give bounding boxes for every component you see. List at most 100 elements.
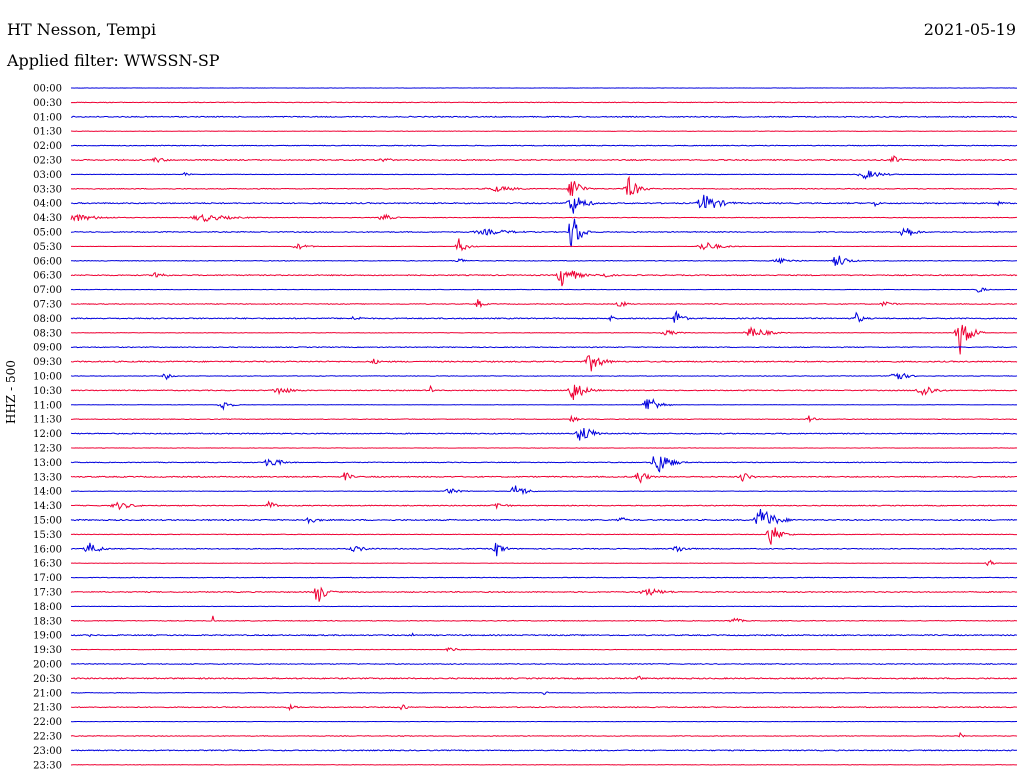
time-tick-label: 23:00 [33, 746, 62, 757]
trace-line [70, 731, 1018, 738]
trace-line [70, 615, 1018, 623]
trace-line [70, 287, 1018, 293]
trace-1130: 11:30 [33, 414, 1018, 426]
trace-line [70, 346, 1018, 349]
trace-line [70, 414, 1018, 423]
date-label: 2021-05-19 [923, 20, 1016, 39]
time-tick-label: 12:30 [33, 444, 62, 455]
time-tick-label: 21:00 [33, 688, 62, 699]
trace-2130: 21:30 [33, 703, 1018, 714]
time-tick-label: 03:00 [33, 170, 62, 181]
trace-line [70, 542, 1018, 557]
time-tick-label: 07:00 [33, 285, 62, 296]
trace-2330: 23:30 [33, 760, 1018, 771]
trace-0800: 08:00 [33, 309, 1018, 325]
trace-1030: 10:30 [33, 384, 1018, 400]
trace-line [70, 144, 1018, 147]
time-tick-label: 08:30 [33, 328, 62, 339]
time-tick-label: 12:00 [33, 429, 62, 440]
trace-2230: 22:30 [33, 731, 1018, 743]
trace-1000: 10:00 [33, 372, 1018, 383]
time-tick-label: 02:30 [33, 156, 62, 167]
trace-0200: 02:00 [33, 141, 1018, 152]
trace-1730: 17:30 [33, 586, 1018, 602]
time-tick-label: 07:30 [33, 300, 62, 311]
time-tick-label: 19:30 [33, 645, 62, 656]
trace-1200: 12:00 [33, 427, 1018, 441]
filter-label: Applied filter: WWSSN-SP [7, 51, 220, 70]
trace-1430: 14:30 [33, 500, 1018, 512]
trace-2200: 22:00 [33, 717, 1018, 728]
trace-0600: 06:00 [33, 255, 1018, 267]
trace-1330: 13:30 [33, 472, 1018, 484]
trace-line [70, 175, 1018, 196]
trace-line [70, 586, 1018, 602]
trace-0730: 07:30 [33, 299, 1018, 311]
time-tick-label: 23:30 [33, 760, 62, 771]
trace-1600: 16:00 [33, 542, 1018, 557]
time-tick-label: 13:30 [33, 472, 62, 483]
trace-line [70, 355, 1018, 372]
trace-0030: 00:30 [33, 98, 1018, 109]
trace-line [70, 647, 1018, 652]
trace-1500: 15:00 [33, 509, 1018, 527]
trace-0830: 08:30 [33, 324, 1018, 355]
time-tick-label: 03:30 [33, 184, 62, 195]
trace-line [70, 299, 1018, 309]
time-tick-label: 02:00 [33, 141, 62, 152]
trace-line [70, 238, 1018, 252]
time-tick-label: 15:30 [33, 530, 62, 541]
trace-0500: 05:00 [33, 218, 1018, 248]
time-tick-label: 10:30 [33, 386, 62, 397]
trace-0630: 06:30 [33, 270, 1018, 287]
trace-1400: 14:00 [33, 485, 1018, 498]
trace-1100: 11:00 [33, 397, 1018, 411]
trace-0700: 07:00 [33, 285, 1018, 296]
trace-line [70, 101, 1018, 104]
trace-0000: 00:00 [33, 84, 1018, 95]
trace-line [70, 559, 1018, 567]
time-tick-label: 18:00 [33, 602, 62, 613]
trace-line [70, 427, 1018, 441]
trace-1930: 19:30 [33, 645, 1018, 656]
time-tick-label: 13:00 [33, 458, 62, 469]
trace-0430: 04:30 [33, 213, 1018, 224]
time-tick-label: 16:30 [33, 559, 62, 570]
trace-line [70, 194, 1018, 214]
time-tick-label: 22:30 [33, 732, 62, 743]
trace-line [70, 384, 1018, 400]
trace-line [70, 270, 1018, 287]
trace-1630: 16:30 [33, 559, 1018, 570]
time-tick-label: 17:30 [33, 588, 62, 599]
trace-line [70, 663, 1018, 665]
time-tick-label: 06:00 [33, 256, 62, 267]
trace-line [70, 703, 1018, 712]
time-tick-label: 06:30 [33, 271, 62, 282]
trace-line [70, 255, 1018, 266]
time-tick-label: 20:00 [33, 660, 62, 671]
trace-2300: 23:00 [33, 746, 1018, 757]
trace-0330: 03:30 [33, 175, 1018, 196]
trace-line [70, 155, 1018, 164]
trace-0230: 02:30 [33, 155, 1018, 167]
trace-1300: 13:00 [33, 456, 1018, 473]
trace-1700: 17:00 [33, 573, 1018, 584]
time-tick-label: 09:00 [33, 343, 62, 354]
time-tick-label: 05:30 [33, 242, 62, 253]
trace-0300: 03:00 [33, 170, 1018, 181]
trace-line [70, 509, 1018, 525]
time-tick-label: 11:30 [33, 415, 62, 426]
trace-line [70, 472, 1018, 484]
time-tick-label: 04:30 [33, 213, 62, 224]
trace-1800: 18:00 [33, 602, 1018, 613]
time-tick-label: 10:00 [33, 372, 62, 383]
trace-2030: 20:30 [33, 674, 1018, 685]
trace-line [70, 691, 1018, 696]
time-tick-label: 14:00 [33, 487, 62, 498]
trace-1230: 12:30 [33, 444, 1018, 455]
trace-line [70, 213, 1018, 223]
time-tick-label: 00:00 [33, 84, 62, 95]
trace-1830: 18:30 [33, 615, 1018, 627]
